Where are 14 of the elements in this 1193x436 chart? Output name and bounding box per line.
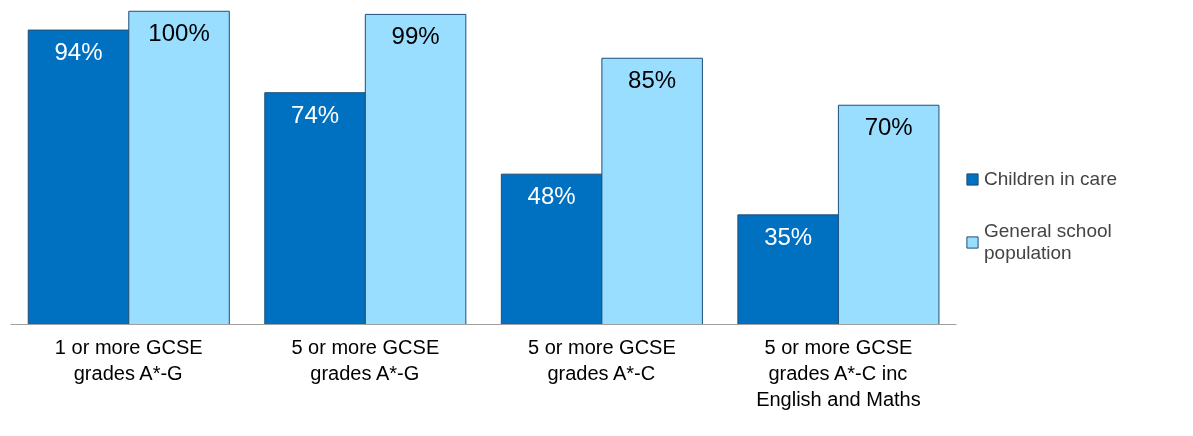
data-label: 70%	[864, 113, 913, 141]
x-tick-label: 5 or more GCSE grades A*-C inc English and Maths	[756, 335, 921, 411]
data-label: 94%	[54, 38, 103, 66]
data-label: 99%	[391, 22, 440, 50]
x-tick-label: 5 or more GCSE grades A*-G	[291, 335, 440, 384]
legend-label: Children in care	[984, 168, 1118, 190]
data-label: 100%	[148, 19, 210, 47]
x-tick-label: 5 or more GCSE grades A*-C	[527, 335, 676, 384]
data-label: 74%	[291, 100, 340, 128]
data-label: 85%	[628, 66, 677, 94]
x-tick-label: 1 or more GCSE grades A*-G	[54, 335, 203, 384]
data-label: 35%	[764, 222, 813, 250]
data-label: 48%	[527, 182, 576, 210]
legend-label: General school population	[984, 220, 1112, 264]
